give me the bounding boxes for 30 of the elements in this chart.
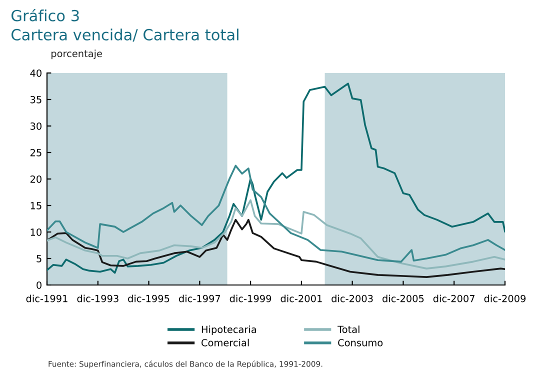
legend-label: Consumo [338,339,383,346]
y-tick-label: 30 [30,122,42,130]
x-tick-label: dic-1999 [230,294,272,302]
y-tick-label: 10 [30,228,42,236]
x-tick-label: dic-1995 [128,294,170,302]
legend-label: Hipotecaria [202,326,256,335]
line-series [47,218,505,278]
chart-title: Gráfico 3 [12,8,79,22]
y-axis-title: porcentaje [52,50,102,60]
x-tick-label: dic-2005 [382,294,424,302]
y-tick-label: 0 [36,281,42,289]
y-tick-label: 25 [30,148,42,156]
y-tick-label: 15 [30,202,42,210]
legend-label: Total [338,326,360,334]
y-tick-label: 5 [36,255,42,262]
y-tick-label: 20 [30,175,42,183]
x-tick-label: dic-2007 [433,294,474,302]
y-tick-label: 40 [30,69,42,77]
chart-subtitle: Cartera vencida/ Cartera total [12,28,238,42]
y-tick-label: 35 [30,96,42,104]
x-tick-label: dic-1993 [77,294,118,302]
x-tick-label: dic-2001 [280,294,322,302]
line-series [47,82,505,274]
x-tick-label: dic-2009 [484,294,526,302]
line-series [47,164,505,263]
x-tick-label: dic-1991 [26,294,68,302]
legend-label: Comercial [202,338,249,346]
x-tick-label: dic-2003 [332,294,373,302]
x-tick-label: dic-1997 [178,294,220,302]
line-series [47,199,505,270]
